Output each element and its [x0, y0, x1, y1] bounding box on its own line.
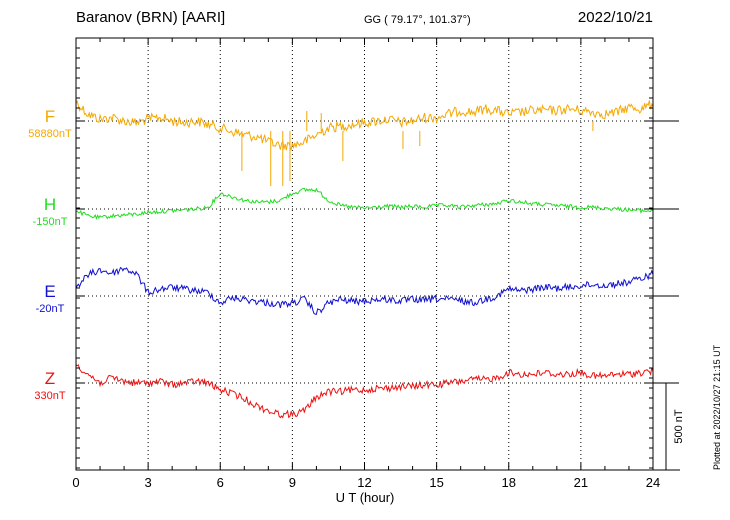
channel-baseline-F: 58880nT: [28, 128, 72, 140]
series-line-H: [75, 187, 654, 220]
series-line-Z: [75, 364, 654, 419]
date-label: 2022/10/21: [577, 9, 653, 26]
x-axis-label: U T (hour): [335, 490, 395, 505]
scale-bar-label: 500 nT: [673, 409, 685, 444]
channel-name-H: H: [43, 195, 57, 214]
x-tick-label-21: 21: [574, 475, 588, 490]
geographic-coordinates: GG ( 79.17°, 101.37°): [364, 14, 471, 26]
x-tick-label-0: 0: [72, 475, 79, 490]
channel-baseline-E: -20nT: [35, 303, 65, 315]
x-tick-label-9: 9: [289, 475, 296, 490]
tick-layer: 0 3 6 9 12 15 18 21 24: [72, 38, 679, 490]
channel-name-F: F: [44, 107, 56, 126]
x-tick-label-3: 3: [145, 475, 152, 490]
channel-name-E: E: [44, 282, 56, 301]
channel-baseline-Z: 330nT: [34, 390, 66, 402]
scale-bar: 500 nT: [653, 383, 685, 471]
x-tick-label-6: 6: [217, 475, 224, 490]
channel-name-Z: Z: [44, 369, 56, 388]
grid-layer: [76, 38, 653, 470]
channel-baseline-H: -150nT: [32, 216, 68, 228]
x-tick-label-12: 12: [357, 475, 371, 490]
x-tick-label-18: 18: [502, 475, 516, 490]
series-line-E: [75, 266, 654, 315]
series-line-F: [75, 99, 654, 151]
series-layer: [75, 99, 654, 419]
plotted-timestamp: Plotted at 2022/10/27 21:15 UT: [712, 344, 722, 470]
station-title: Baranov (BRN) [AARI]: [76, 9, 226, 26]
x-tick-label-15: 15: [429, 475, 443, 490]
x-tick-label-24: 24: [646, 475, 660, 490]
